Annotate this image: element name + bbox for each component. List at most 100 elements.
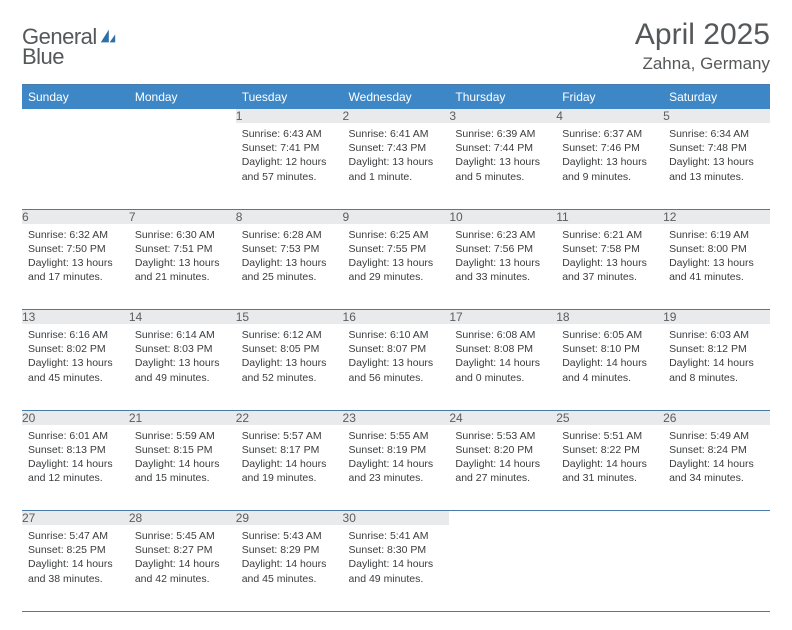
- sunset: Sunset: 7:43 PM: [349, 141, 444, 155]
- day-number: 25: [556, 410, 663, 425]
- daylight-line2: and 13 minutes.: [669, 170, 764, 184]
- day-cell: Sunrise: 6:21 AMSunset: 7:58 PMDaylight:…: [556, 224, 663, 310]
- sunrise: Sunrise: 5:53 AM: [455, 429, 550, 443]
- empty-day-number: [663, 511, 770, 526]
- day-info: Sunrise: 5:53 AMSunset: 8:20 PMDaylight:…: [449, 425, 556, 492]
- day-info: Sunrise: 6:14 AMSunset: 8:03 PMDaylight:…: [129, 324, 236, 391]
- day-cell: Sunrise: 6:32 AMSunset: 7:50 PMDaylight:…: [22, 224, 129, 310]
- day-info: Sunrise: 6:05 AMSunset: 8:10 PMDaylight:…: [556, 324, 663, 391]
- sunrise: Sunrise: 6:34 AM: [669, 127, 764, 141]
- daylight-line1: Daylight: 14 hours: [562, 356, 657, 370]
- day-number: 12: [663, 209, 770, 224]
- daylight-line2: and 21 minutes.: [135, 270, 230, 284]
- day-cell: Sunrise: 5:43 AMSunset: 8:29 PMDaylight:…: [236, 525, 343, 611]
- day-cell: Sunrise: 5:55 AMSunset: 8:19 PMDaylight:…: [343, 425, 450, 511]
- daylight-line1: Daylight: 13 hours: [242, 256, 337, 270]
- sunset: Sunset: 8:24 PM: [669, 443, 764, 457]
- day-number: 15: [236, 310, 343, 325]
- day-cell: Sunrise: 6:14 AMSunset: 8:03 PMDaylight:…: [129, 324, 236, 410]
- daylight-line2: and 8 minutes.: [669, 371, 764, 385]
- day-cell: Sunrise: 6:25 AMSunset: 7:55 PMDaylight:…: [343, 224, 450, 310]
- daylight-line2: and 4 minutes.: [562, 371, 657, 385]
- sunrise: Sunrise: 5:57 AM: [242, 429, 337, 443]
- day-number: 16: [343, 310, 450, 325]
- day-cell: Sunrise: 5:51 AMSunset: 8:22 PMDaylight:…: [556, 425, 663, 511]
- sunset: Sunset: 7:58 PM: [562, 242, 657, 256]
- day-number: 21: [129, 410, 236, 425]
- daylight-line2: and 31 minutes.: [562, 471, 657, 485]
- daylight-line1: Daylight: 14 hours: [28, 557, 123, 571]
- day-cell: Sunrise: 5:53 AMSunset: 8:20 PMDaylight:…: [449, 425, 556, 511]
- sunset: Sunset: 7:53 PM: [242, 242, 337, 256]
- day-number: 1: [236, 109, 343, 123]
- day-info: Sunrise: 6:12 AMSunset: 8:05 PMDaylight:…: [236, 324, 343, 391]
- empty-day-cell: [556, 525, 663, 611]
- sunset: Sunset: 8:20 PM: [455, 443, 550, 457]
- sunrise: Sunrise: 6:01 AM: [28, 429, 123, 443]
- sunrise: Sunrise: 6:39 AM: [455, 127, 550, 141]
- day-info: Sunrise: 6:08 AMSunset: 8:08 PMDaylight:…: [449, 324, 556, 391]
- day-info: Sunrise: 6:41 AMSunset: 7:43 PMDaylight:…: [343, 123, 450, 190]
- day-number: 8: [236, 209, 343, 224]
- daylight-line2: and 29 minutes.: [349, 270, 444, 284]
- title-block: April 2025 Zahna, Germany: [635, 18, 770, 74]
- weekday-header: Monday: [129, 85, 236, 110]
- location: Zahna, Germany: [635, 54, 770, 74]
- daylight-line1: Daylight: 13 hours: [135, 356, 230, 370]
- day-info: Sunrise: 6:43 AMSunset: 7:41 PMDaylight:…: [236, 123, 343, 190]
- daylight-line2: and 45 minutes.: [28, 371, 123, 385]
- daylight-line2: and 17 minutes.: [28, 270, 123, 284]
- sunrise: Sunrise: 6:14 AM: [135, 328, 230, 342]
- empty-day-number: [449, 511, 556, 526]
- day-number: 24: [449, 410, 556, 425]
- day-cell: Sunrise: 5:47 AMSunset: 8:25 PMDaylight:…: [22, 525, 129, 611]
- empty-day-cell: [663, 525, 770, 611]
- sunset: Sunset: 8:25 PM: [28, 543, 123, 557]
- day-cell: Sunrise: 6:28 AMSunset: 7:53 PMDaylight:…: [236, 224, 343, 310]
- day-cell: Sunrise: 6:01 AMSunset: 8:13 PMDaylight:…: [22, 425, 129, 511]
- daylight-line2: and 49 minutes.: [135, 371, 230, 385]
- day-number: 23: [343, 410, 450, 425]
- daylight-line1: Daylight: 14 hours: [455, 356, 550, 370]
- daylight-line2: and 37 minutes.: [562, 270, 657, 284]
- day-info: Sunrise: 6:01 AMSunset: 8:13 PMDaylight:…: [22, 425, 129, 492]
- empty-day-number: [129, 109, 236, 123]
- empty-day-cell: [449, 525, 556, 611]
- day-number: 28: [129, 511, 236, 526]
- daylight-line2: and 23 minutes.: [349, 471, 444, 485]
- day-info: Sunrise: 6:28 AMSunset: 7:53 PMDaylight:…: [236, 224, 343, 291]
- sunrise: Sunrise: 5:47 AM: [28, 529, 123, 543]
- daylight-line1: Daylight: 14 hours: [455, 457, 550, 471]
- daylight-line1: Daylight: 14 hours: [28, 457, 123, 471]
- weekday-header: Thursday: [449, 85, 556, 110]
- day-number: 2: [343, 109, 450, 123]
- day-info: Sunrise: 5:47 AMSunset: 8:25 PMDaylight:…: [22, 525, 129, 592]
- day-info: Sunrise: 5:41 AMSunset: 8:30 PMDaylight:…: [343, 525, 450, 592]
- day-info: Sunrise: 6:25 AMSunset: 7:55 PMDaylight:…: [343, 224, 450, 291]
- sunrise: Sunrise: 5:55 AM: [349, 429, 444, 443]
- day-info: Sunrise: 5:45 AMSunset: 8:27 PMDaylight:…: [129, 525, 236, 592]
- daylight-line1: Daylight: 14 hours: [242, 557, 337, 571]
- daylight-line1: Daylight: 14 hours: [349, 557, 444, 571]
- day-number: 27: [22, 511, 129, 526]
- day-number: 26: [663, 410, 770, 425]
- day-info: Sunrise: 5:49 AMSunset: 8:24 PMDaylight:…: [663, 425, 770, 492]
- sunrise: Sunrise: 5:49 AM: [669, 429, 764, 443]
- weekday-header: Friday: [556, 85, 663, 110]
- daylight-line2: and 41 minutes.: [669, 270, 764, 284]
- sunrise: Sunrise: 5:51 AM: [562, 429, 657, 443]
- day-number: 17: [449, 310, 556, 325]
- daylight-line2: and 9 minutes.: [562, 170, 657, 184]
- daylight-line1: Daylight: 13 hours: [562, 155, 657, 169]
- daylight-line1: Daylight: 13 hours: [349, 356, 444, 370]
- day-cell: Sunrise: 6:03 AMSunset: 8:12 PMDaylight:…: [663, 324, 770, 410]
- sunset: Sunset: 8:22 PM: [562, 443, 657, 457]
- day-cell: Sunrise: 6:41 AMSunset: 7:43 PMDaylight:…: [343, 123, 450, 209]
- daylight-line1: Daylight: 13 hours: [562, 256, 657, 270]
- sunrise: Sunrise: 6:32 AM: [28, 228, 123, 242]
- sunrise: Sunrise: 6:25 AM: [349, 228, 444, 242]
- sunrise: Sunrise: 6:12 AM: [242, 328, 337, 342]
- sunrise: Sunrise: 6:37 AM: [562, 127, 657, 141]
- sunset: Sunset: 7:44 PM: [455, 141, 550, 155]
- day-number: 14: [129, 310, 236, 325]
